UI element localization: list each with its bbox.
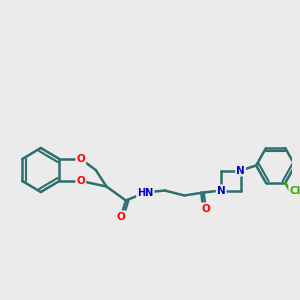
Text: N: N xyxy=(236,166,245,176)
Text: O: O xyxy=(201,203,210,214)
Text: N: N xyxy=(217,185,226,196)
Text: O: O xyxy=(76,154,85,164)
Text: O: O xyxy=(117,212,125,221)
Text: Cl: Cl xyxy=(290,187,300,196)
Text: O: O xyxy=(76,176,85,186)
Text: HN: HN xyxy=(137,188,153,197)
